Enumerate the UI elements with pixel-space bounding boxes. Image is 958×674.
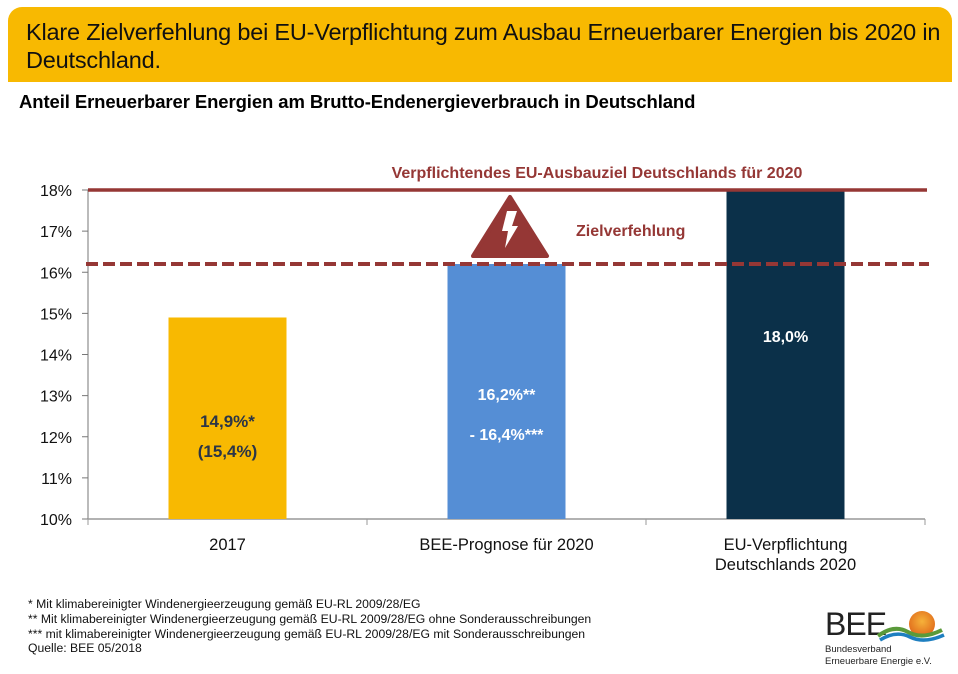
bar-chart: 10% 11% 12% 13% 14% 15% 16% 17% 18% 2017 BEE-Progn… bbox=[40, 165, 929, 574]
axes: 10% 11% 12% 13% 14% 15% 16% 17% 18% 2017 BEE-Progn… bbox=[40, 183, 926, 574]
data-label: 18,0% bbox=[763, 329, 808, 346]
lightning-bolt bbox=[502, 211, 518, 248]
data-label: - 16,4%*** bbox=[470, 427, 545, 444]
data-label: 16,2%** bbox=[478, 387, 537, 404]
y-tick-label: 11% bbox=[41, 471, 72, 488]
y-tick-label: 14% bbox=[40, 348, 72, 365]
bar-1 bbox=[168, 317, 287, 519]
warning-lightning-icon bbox=[471, 195, 549, 258]
zielverfehlung-label: Zielverfehlung bbox=[576, 223, 685, 240]
x-tick-label: 2017 bbox=[209, 536, 246, 554]
footnote: ** Mit klimabereinigter Windenergieerzeu… bbox=[28, 611, 592, 626]
y-tick-label: 18% bbox=[40, 183, 72, 200]
header-banner: Klare Zielverfehlung bei EU-Verpflichtun… bbox=[8, 7, 952, 82]
annotations: Zielverfehlung bbox=[471, 195, 685, 258]
source-note: Quelle: BEE 05/2018 bbox=[28, 641, 142, 656]
y-tick-label: 13% bbox=[40, 389, 72, 406]
footnotes: * Mit klimabereinigter Windenergieerzeug… bbox=[28, 597, 591, 656]
logo-line-2: Erneuerbare Energie e.V. bbox=[825, 656, 932, 667]
reference-lines: Verpflichtendes EU-Ausbauziel Deutschlan… bbox=[86, 165, 929, 267]
y-tick-label: 16% bbox=[40, 265, 72, 282]
logo-wordmark: BEE bbox=[825, 606, 887, 642]
footnote: * Mit klimabereinigter Windenergieerzeug… bbox=[28, 597, 421, 611]
y-tick-label: 12% bbox=[40, 430, 72, 447]
x-tick-label: Deutschlands 2020 bbox=[715, 556, 856, 574]
data-label: (15,4%) bbox=[198, 442, 258, 461]
logo-sun-wave-icon bbox=[876, 611, 945, 642]
data-labels: 14,9%* (15,4%) 16,2%** - 16,4%*** 18,0% bbox=[198, 329, 808, 461]
x-tick-label: EU-Verpflichtung bbox=[724, 536, 848, 554]
target-line-label: Verpflichtendes EU-Ausbauziel Deutschlan… bbox=[392, 165, 803, 182]
logo-line-1: Bundesverband bbox=[825, 644, 892, 655]
bar-3 bbox=[726, 190, 845, 519]
x-tick-label: BEE-Prognose für 2020 bbox=[419, 536, 593, 554]
y-tick-label: 10% bbox=[40, 512, 72, 529]
bee-logo: BEE Bundesverband Erneuerbare Energie e.… bbox=[820, 606, 958, 674]
footnote: *** mit klimabereinigter Windenergieerze… bbox=[28, 626, 586, 641]
data-label: 14,9%* bbox=[200, 412, 255, 431]
bar-2 bbox=[447, 264, 566, 519]
bars bbox=[168, 190, 845, 519]
y-tick-label: 15% bbox=[40, 306, 72, 323]
header-title: Klare Zielverfehlung bei EU-Verpflichtun… bbox=[26, 19, 941, 73]
chart-subtitle: Anteil Erneuerbarer Energien am Brutto-E… bbox=[19, 91, 696, 112]
y-tick-label: 17% bbox=[40, 224, 72, 241]
